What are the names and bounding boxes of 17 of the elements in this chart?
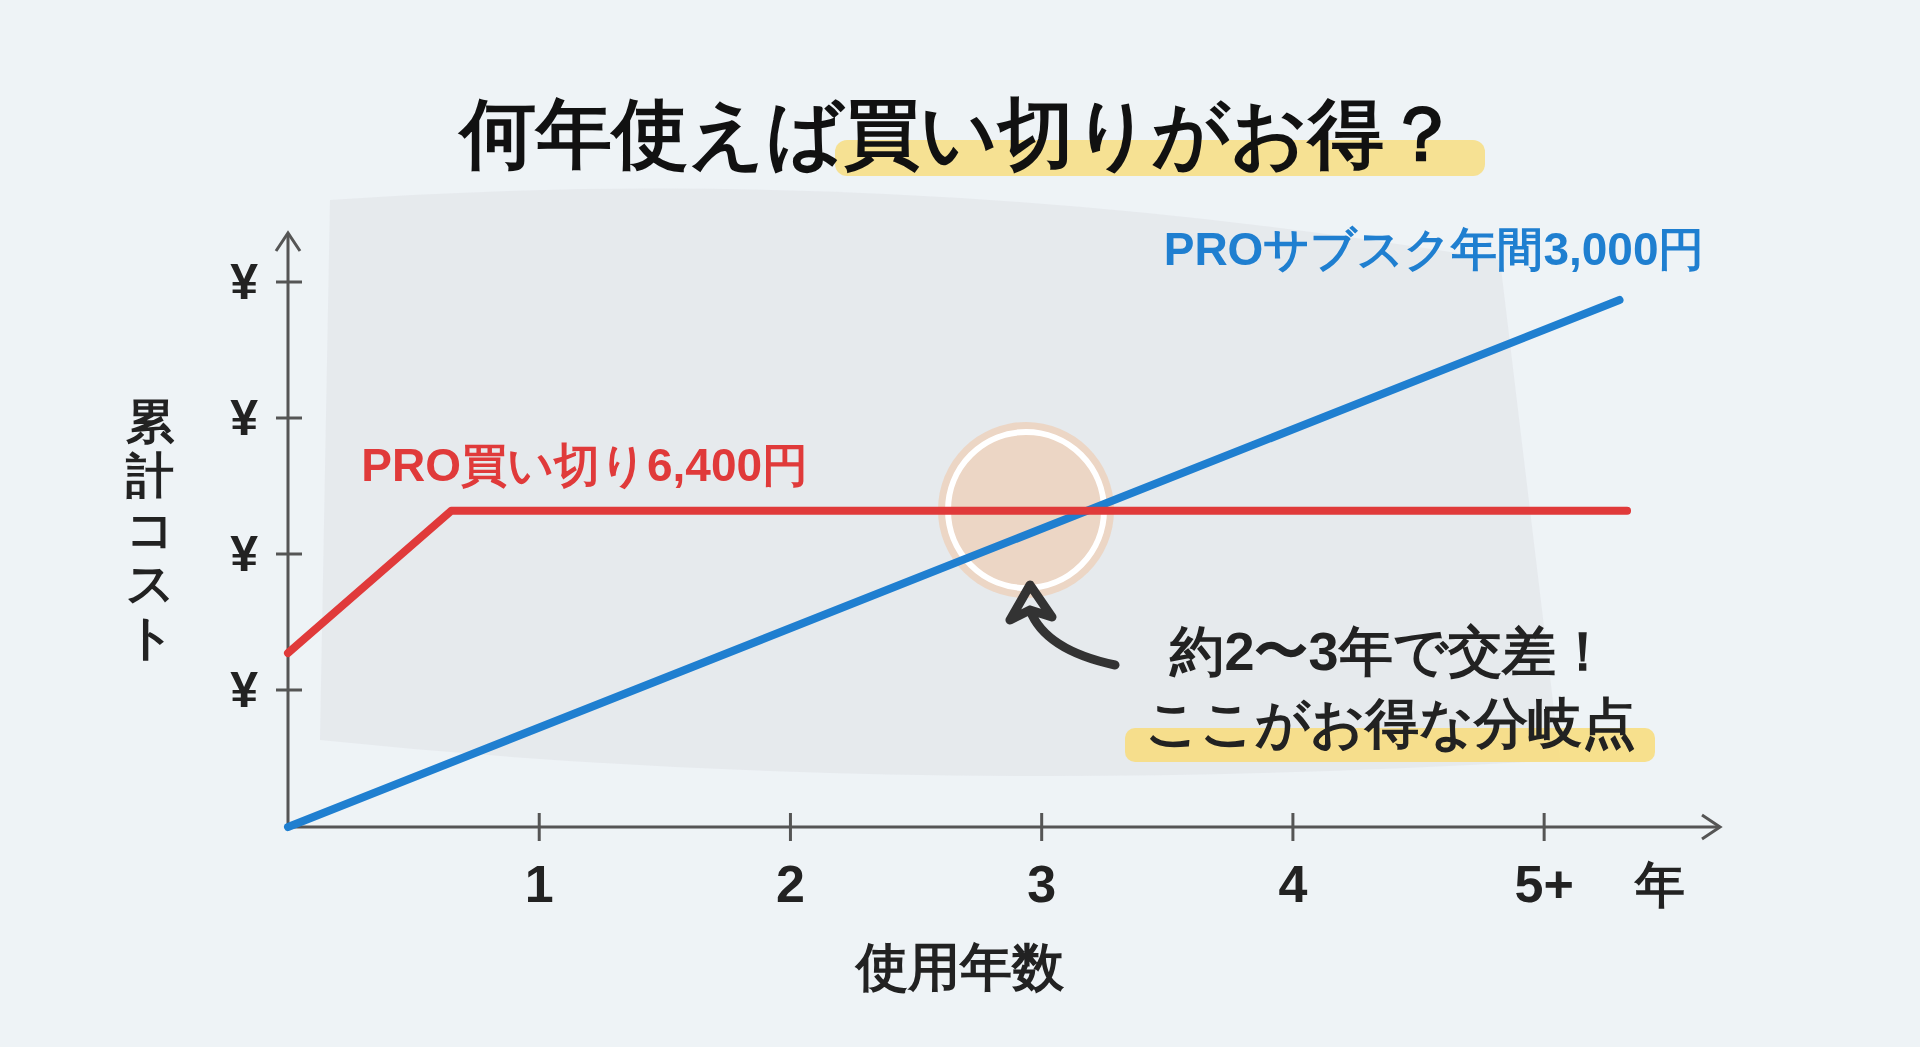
text: ¥ — [230, 254, 259, 310]
x-tick-label: 5+ — [1514, 855, 1574, 913]
series-label: PRO買い切り6,400円 — [361, 438, 809, 491]
x-tick-label: 4 — [1278, 855, 1308, 913]
annotation: ここがお得な分岐点 — [1144, 693, 1636, 753]
chart-title: 何年使えば買い切りがお得？ — [457, 91, 1460, 176]
x-tick-label: 3 — [1027, 855, 1057, 913]
text: ¥ — [230, 390, 259, 446]
series-label: PROサブスク年間3,000円 — [1163, 223, 1705, 275]
text: 年 — [1633, 857, 1685, 913]
x-tick-label: 1 — [524, 855, 554, 913]
text: ¥ — [230, 662, 259, 718]
x-axis-title: 使用年数 — [854, 938, 1065, 996]
y-axis-title: 累計コスト — [125, 395, 175, 664]
text: ¥ — [230, 526, 259, 582]
x-tick-label: 2 — [776, 855, 805, 913]
annotation: 約2〜3年で交差！ — [1169, 621, 1610, 681]
